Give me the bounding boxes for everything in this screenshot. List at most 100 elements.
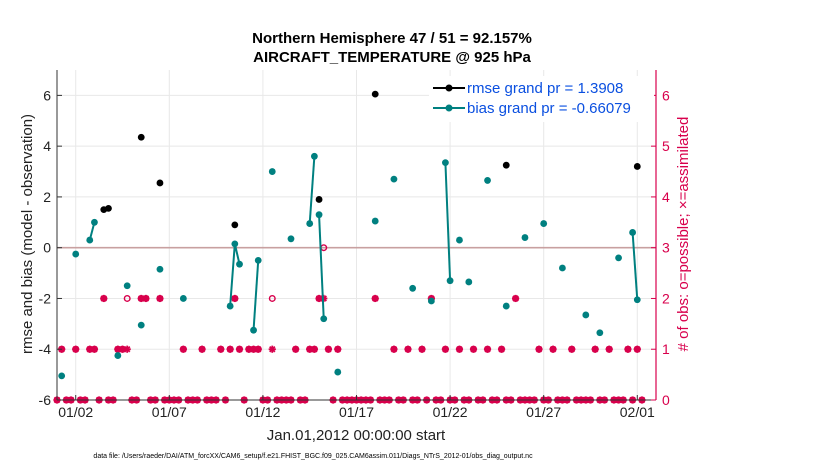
rmse-series-layer [100,90,641,229]
bias-point [371,217,379,225]
bias-point [310,152,318,160]
y-right-tick-label: 3 [662,240,670,256]
bias-point [633,296,641,304]
bias-point [465,278,473,286]
obs-assimilated-stroke [549,346,557,353]
obs-assimilated-marker [310,345,318,353]
bias-point [254,256,262,264]
bias-point [390,175,398,183]
obs-assimilated-stroke [568,346,575,353]
obs-assimilated-stroke [535,346,543,353]
obs-assimilated-stroke [325,346,332,353]
obs-assimilated-marker [633,345,641,353]
obs-assimilated-marker [90,345,99,353]
bias-point [315,211,323,219]
obs-assimilated-stroke [498,346,505,353]
bias-point [629,229,637,236]
obs-assimilated-marker [404,345,412,353]
bias-point [306,220,314,227]
obs-possible-marker [123,294,131,302]
bias-point [268,168,276,175]
obs-assimilated-stroke [334,346,342,353]
y-left-tick-label: -2 [39,290,52,306]
obs-assimilated-marker [72,345,80,353]
obs-assimilated-marker [624,345,632,353]
bias-point [540,220,548,227]
x-axis-label: Jan.01,2012 00:00:00 start [267,427,446,444]
rmse-point [315,196,323,203]
y-left-tick-label: -4 [39,341,52,357]
y-right-tick-label: 5 [662,138,670,154]
legend-bias-label: bias grand pr = -0.66079 [467,100,631,117]
legend-rmse-label: rmse grand pr = 1.3908 [467,80,623,97]
obs-assimilated-stroke [442,346,449,353]
obs-assimilated-stroke [456,346,463,353]
bias-point [427,297,435,305]
data-file-footer: data file: /Users/raeder/DAI/ATM_forcXX/… [93,453,533,460]
bias-point [442,159,449,167]
obs-assimilated-marker [512,294,520,303]
obs-assimilated-marker [217,345,225,353]
y-right-tick-label: 2 [662,290,670,306]
bias-segment [252,260,260,331]
bias-segment [308,156,316,224]
obs-assimilated-marker [390,345,398,353]
rmse-point [371,90,379,98]
obs-assimilated-stroke [100,295,108,302]
rmse-point [156,179,164,187]
legend-bias-marker [445,104,453,112]
obs-assimilated-stroke [418,346,426,353]
obs-assimilated-stroke [123,346,131,353]
x-tick-label: 01/07 [152,404,187,420]
x-tick-label: 01/17 [339,404,374,420]
x-tick-label: 01/27 [526,404,561,420]
bias-point [226,302,234,310]
obs-assimilated-stroke [371,295,379,302]
bias-segment [318,214,325,319]
y-left-tick-label: 2 [43,189,51,205]
bias-point [156,265,164,273]
obs-assimilated-marker [179,345,187,353]
bias-point [86,236,94,244]
obs-assimilated-stroke [226,346,234,353]
obs-assimilated-marker [371,294,379,303]
bias-series-layer [58,152,641,380]
bias-point [287,235,295,243]
x-tick-label: 01/02 [58,404,93,420]
obs-assimilated-marker [198,345,206,353]
rmse-point [502,161,510,169]
bias-point [58,372,66,380]
y-left-tick-label: 0 [43,240,51,256]
obs-assimilated-marker [324,345,333,353]
rmse-point [137,133,145,141]
bias-point [123,282,131,290]
obs-assimilated-marker [268,345,276,353]
obs-assimilated-stroke [484,346,491,353]
bias-point [502,302,510,310]
obs-assimilated-marker [334,345,342,353]
obs-assimilated-stroke [231,295,239,302]
obs-assimilated-marker [591,345,599,353]
obs-assimilated-stroke [470,346,477,353]
rmse-point [633,163,641,170]
obs-assimilated-marker [418,345,426,353]
bias-point [615,254,622,262]
obs-assimilated-marker [292,345,300,353]
obs-assimilated-stroke [217,346,225,353]
bias-point [236,260,243,268]
legend: rmse grand pr = 1.3908 bias grand pr = -… [429,76,654,122]
y-right-tick-label: 4 [662,189,670,205]
obs-assimilated-marker [568,345,576,353]
obs-assimilated-stroke [311,346,318,353]
bias-point [582,311,590,319]
bias-point [179,295,187,302]
obs-assimilated-stroke [254,346,262,353]
chart-title-line-1: Northern Hemisphere 47 / 51 = 92.157% [252,30,532,47]
bias-segment [631,232,639,300]
obs-assimilated-marker [441,345,450,353]
bias-point [484,177,491,184]
rmse-point [105,204,112,212]
bias-point [521,234,529,241]
obs-assimilated-marker [455,345,464,353]
